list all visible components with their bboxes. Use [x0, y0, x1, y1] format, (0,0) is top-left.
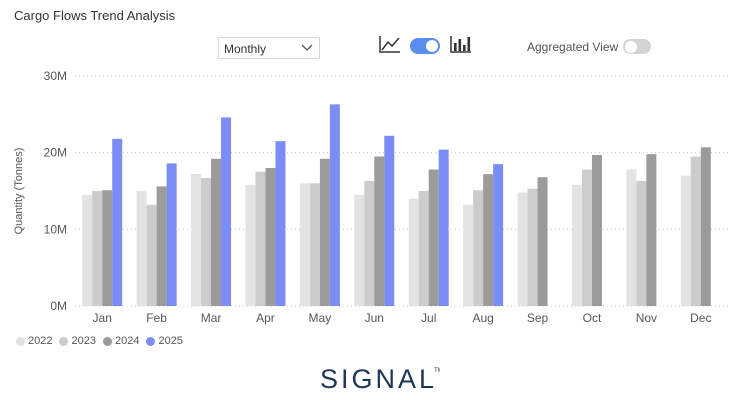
x-tick-label: Dec — [690, 311, 711, 325]
bar-2022-oct[interactable] — [571, 184, 582, 306]
bar-2023-feb[interactable] — [146, 204, 157, 306]
chart-type-toggle-knob — [426, 40, 438, 52]
bar-2023-sep[interactable] — [527, 188, 538, 306]
signal-logo: SIGNAL TM — [320, 362, 443, 399]
bar-2022-may[interactable] — [299, 183, 310, 306]
x-tick-label: Feb — [146, 311, 167, 325]
legend-swatch — [102, 336, 112, 346]
period-dropdown[interactable]: Monthly — [218, 37, 320, 59]
bar-2022-apr[interactable] — [245, 184, 256, 306]
x-tick-label: Apr — [256, 311, 275, 325]
bar-2025-aug[interactable] — [493, 164, 504, 306]
bar-2024-nov[interactable] — [646, 154, 657, 306]
legend-item-2022[interactable]: 2022 — [16, 335, 52, 347]
legend-item-2025[interactable]: 2025 — [146, 335, 183, 347]
bar-2023-nov[interactable] — [636, 181, 647, 306]
aggregated-view-label: Aggregated View — [527, 40, 619, 54]
bar-2022-nov[interactable] — [626, 169, 637, 306]
y-tick-label: 20M — [44, 146, 67, 160]
bar-2022-sep[interactable] — [517, 192, 528, 306]
chart-legend: 2022 2023 2024 2025 — [16, 335, 183, 347]
bar-2024-aug[interactable] — [483, 174, 494, 306]
x-tick-label: Mar — [201, 311, 222, 325]
svg-text:TM: TM — [434, 368, 440, 374]
bar-2025-mar[interactable] — [221, 117, 232, 307]
bar-2023-jun[interactable] — [364, 181, 375, 306]
legend-label: 2023 — [71, 335, 96, 347]
bar-2023-jul[interactable] — [418, 191, 429, 306]
legend-swatch — [146, 336, 156, 346]
legend-label: 2024 — [114, 335, 140, 347]
y-tick-label: 30M — [44, 69, 67, 83]
x-tick-label: Aug — [472, 311, 493, 325]
bar-2024-oct[interactable] — [591, 154, 602, 306]
bar-chart-icon[interactable] — [449, 34, 473, 61]
bar-2025-may[interactable] — [329, 104, 340, 306]
bar-2025-jan[interactable] — [112, 138, 123, 306]
bar-2025-jun[interactable] — [384, 135, 395, 306]
y-axis-title: Quantity (Tonnes) — [13, 148, 25, 235]
bar-2023-jan[interactable] — [92, 191, 103, 306]
x-tick-label: Oct — [583, 311, 602, 325]
bar-2024-feb[interactable] — [156, 186, 167, 306]
bar-2024-mar[interactable] — [211, 158, 222, 306]
bar-2025-apr[interactable] — [275, 141, 286, 306]
bar-2023-apr[interactable] — [255, 171, 266, 306]
aggregated-view-toggle[interactable] — [623, 39, 651, 54]
bar-2022-dec[interactable] — [680, 175, 691, 306]
bar-2022-mar[interactable] — [191, 174, 202, 306]
legend-item-2023[interactable]: 2023 — [59, 335, 96, 347]
legend-item-2024[interactable]: 2024 — [102, 335, 140, 347]
legend-label: 2022 — [28, 335, 53, 347]
bar-2024-jan[interactable] — [102, 190, 113, 306]
bar-2024-jul[interactable] — [428, 169, 439, 306]
bar-2024-jun[interactable] — [374, 156, 385, 307]
bar-2023-mar[interactable] — [201, 177, 212, 306]
bar-2022-feb[interactable] — [136, 191, 147, 306]
bar-2023-oct[interactable] — [581, 169, 592, 306]
y-tick-label: 0M — [50, 299, 67, 313]
x-tick-label: Jul — [421, 311, 436, 325]
x-tick-label: Jun — [365, 311, 384, 325]
aggregated-view-toggle-knob — [625, 40, 637, 53]
line-chart-icon[interactable] — [378, 34, 402, 61]
legend-swatch — [59, 336, 69, 346]
bar-2025-feb[interactable] — [166, 163, 177, 306]
x-tick-label: Nov — [636, 311, 657, 325]
bar-2025-jul[interactable] — [438, 149, 449, 306]
bar-2024-dec[interactable] — [700, 147, 711, 306]
chevron-down-icon — [299, 40, 315, 59]
bar-2023-may[interactable] — [309, 183, 320, 306]
bar-2022-jan[interactable] — [82, 194, 93, 306]
chart-type-toggle[interactable] — [410, 38, 440, 54]
bar-2022-jul[interactable] — [408, 198, 419, 306]
page-title: Cargo Flows Trend Analysis — [14, 8, 176, 23]
bar-2023-aug[interactable] — [473, 190, 484, 306]
bar-2024-sep[interactable] — [537, 177, 548, 306]
bar-2024-apr[interactable] — [265, 168, 276, 306]
x-tick-label: Sep — [527, 311, 549, 325]
period-dropdown-value: Monthly — [224, 42, 267, 56]
bar-2024-may[interactable] — [319, 158, 330, 306]
y-tick-label: 10M — [44, 222, 67, 236]
x-tick-label: May — [309, 311, 332, 325]
bar-2023-dec[interactable] — [690, 156, 701, 307]
legend-label: 2025 — [158, 335, 183, 347]
svg-text:SIGNAL: SIGNAL — [320, 364, 437, 394]
x-tick-label: Jan — [93, 311, 112, 325]
legend-swatch — [16, 336, 25, 346]
bar-2022-jun[interactable] — [354, 194, 365, 306]
bar-2022-aug[interactable] — [463, 204, 474, 306]
